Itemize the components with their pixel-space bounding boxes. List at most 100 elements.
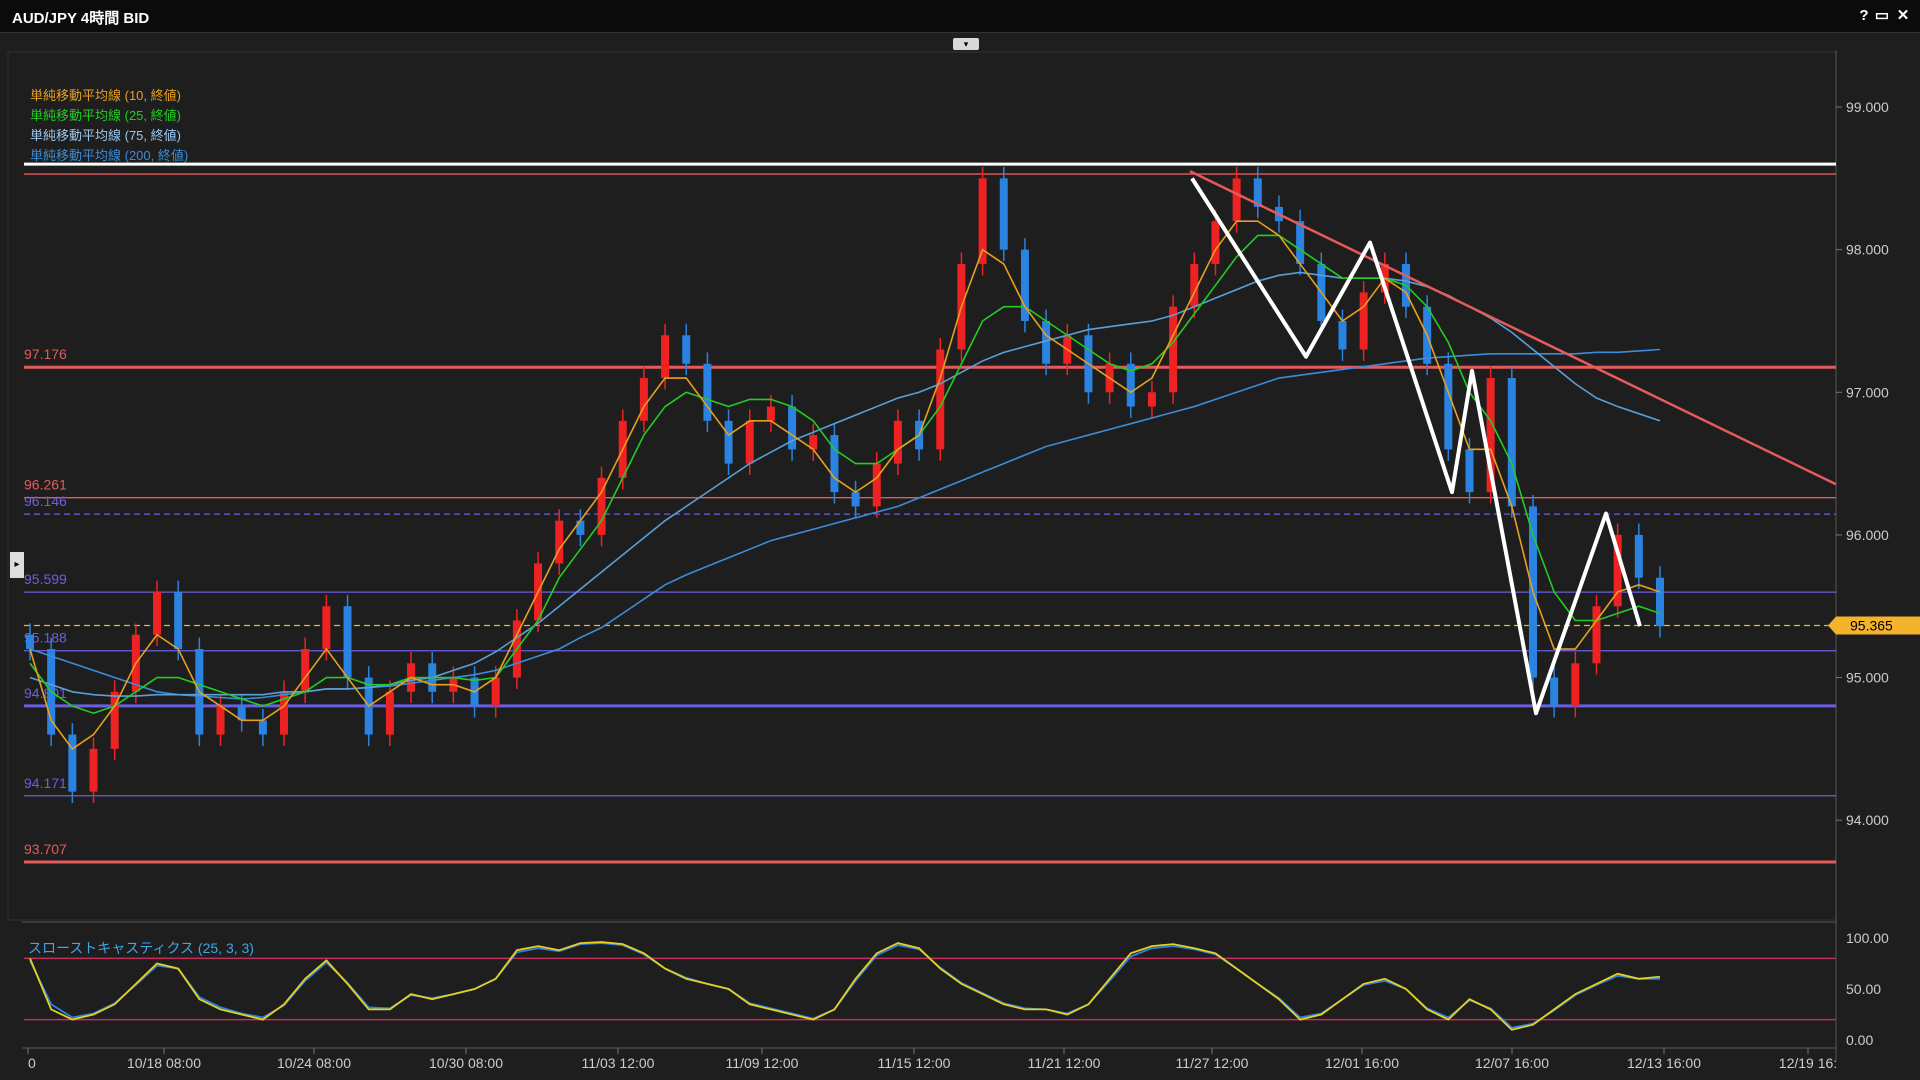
y-tick-label: 98.000: [1846, 242, 1889, 258]
indicator-tick-label: 50.00: [1846, 981, 1881, 997]
ma10-line: [29, 220, 1661, 750]
maximize-icon[interactable]: ▭: [1874, 7, 1890, 24]
candle-body[interactable]: [258, 720, 267, 735]
zigzag-pattern[interactable]: [1190, 177, 1642, 716]
candle-body[interactable]: [766, 406, 775, 421]
x-tick-label: 10/24 08:00: [277, 1055, 351, 1071]
ma25-line: [29, 234, 1661, 715]
candle-body[interactable]: [385, 691, 394, 735]
candle-body[interactable]: [724, 420, 733, 464]
legend-ma25: 単純移動平均線 (25, 終値): [30, 106, 181, 126]
legend-ma10: 単純移動平均線 (10, 終値): [30, 86, 181, 106]
level-label: 94.801: [24, 685, 67, 701]
candle-body[interactable]: [745, 420, 754, 464]
candle-body[interactable]: [576, 520, 585, 535]
candle-body[interactable]: [68, 734, 77, 792]
candle-body[interactable]: [216, 706, 225, 735]
candle-body[interactable]: [491, 677, 500, 707]
candle-body[interactable]: [661, 335, 670, 379]
candle-body[interactable]: [174, 591, 183, 650]
candle-body[interactable]: [153, 591, 162, 635]
candle-body[interactable]: [830, 435, 839, 493]
candle-body[interactable]: [1634, 534, 1643, 578]
level-label: 95.599: [24, 571, 67, 587]
candle-body[interactable]: [597, 477, 606, 535]
candle-body[interactable]: [343, 606, 352, 678]
x-tick-label: 12/19 16:: [1779, 1055, 1837, 1071]
candle-body[interactable]: [1211, 221, 1220, 264]
candle-body[interactable]: [1169, 306, 1178, 393]
y-tick-label: 95.000: [1846, 670, 1889, 686]
help-icon[interactable]: ?: [1859, 7, 1869, 24]
candle-body[interactable]: [322, 606, 331, 650]
candle-body[interactable]: [978, 178, 987, 264]
x-tick-label: 10/30 08:00: [429, 1055, 503, 1071]
legend-ma200-label: 単純移動平均線 (200, 終値): [30, 148, 189, 163]
scroll-left-icon[interactable]: ▸: [10, 552, 24, 578]
candle-body[interactable]: [1190, 263, 1199, 307]
legend-ma75: 単純移動平均線 (75, 終値): [30, 126, 181, 146]
x-tick-label: 11/27 12:00: [1176, 1055, 1249, 1071]
candle-body[interactable]: [703, 363, 712, 421]
candle-body[interactable]: [89, 748, 98, 792]
candle-body[interactable]: [1253, 178, 1262, 207]
x-tick-label: 11/09 12:00: [726, 1055, 799, 1071]
current-price-tag: [1828, 616, 1920, 635]
candle-body[interactable]: [1126, 363, 1135, 407]
collapse-panel-icon[interactable]: ▾: [953, 38, 979, 50]
y-tick-label: 94.000: [1846, 812, 1889, 828]
ma200-line: [29, 348, 1661, 700]
candle-body[interactable]: [301, 649, 310, 692]
candle-body[interactable]: [639, 378, 648, 421]
indicator-tick-label: 0.00: [1846, 1032, 1873, 1048]
candle-body[interactable]: [1147, 392, 1156, 407]
candle-body[interactable]: [1507, 378, 1516, 507]
candle-body[interactable]: [1444, 363, 1453, 450]
candle-body[interactable]: [1550, 677, 1559, 707]
candle-body[interactable]: [237, 706, 246, 721]
candle-body[interactable]: [26, 634, 34, 650]
candle-body[interactable]: [893, 420, 902, 464]
candle-body[interactable]: [555, 520, 564, 564]
y-tick-label: 97.000: [1846, 384, 1889, 400]
current-price-label: 95.365: [1850, 617, 1893, 633]
level-label: 97.176: [24, 346, 67, 362]
candle-body[interactable]: [1042, 320, 1051, 364]
candle-body[interactable]: [851, 492, 860, 507]
candle-body[interactable]: [1613, 534, 1622, 607]
candle-body[interactable]: [1656, 577, 1664, 627]
candle-body[interactable]: [1359, 292, 1368, 350]
candle-body[interactable]: [1571, 663, 1580, 707]
level-label: 93.707: [24, 841, 67, 857]
candle-body[interactable]: [872, 463, 881, 507]
candle-body[interactable]: [1592, 606, 1601, 664]
level-label: 96.146: [24, 493, 67, 509]
y-tick-label: 99.000: [1846, 99, 1889, 115]
level-label: 94.171: [24, 775, 67, 791]
candle-body[interactable]: [936, 349, 945, 450]
price-panel-frame: [7, 51, 1837, 921]
candle-body[interactable]: [1020, 249, 1029, 321]
candle-body[interactable]: [999, 178, 1008, 250]
window-title: AUD/JPY 4時間 BID: [12, 10, 150, 27]
candle-body[interactable]: [788, 406, 797, 450]
candle-body[interactable]: [682, 335, 691, 364]
candle-body[interactable]: [1296, 221, 1305, 264]
candle-body[interactable]: [1486, 378, 1495, 493]
close-icon[interactable]: ✕: [1896, 7, 1910, 24]
x-tick-label: 11/21 12:00: [1028, 1055, 1101, 1071]
candle-body[interactable]: [1232, 178, 1241, 222]
candle-body[interactable]: [280, 691, 289, 735]
candle-body[interactable]: [1338, 320, 1347, 350]
resistance-trendline[interactable]: [1189, 170, 1837, 486]
level-label: 96.261: [24, 477, 67, 493]
candle-body[interactable]: [1465, 449, 1474, 493]
candle-body[interactable]: [809, 435, 818, 450]
stochastic-label: スローストキャスティクス (25, 3, 3): [28, 940, 254, 956]
candle-body[interactable]: [110, 691, 119, 749]
legend-ma10-label: 単純移動平均線 (10, 終値): [30, 88, 181, 103]
stoch-k-line: [29, 941, 1661, 1031]
indicator-tick-label: 100.00: [1846, 930, 1889, 946]
x-tick-label: 12/07 16:00: [1475, 1055, 1549, 1071]
